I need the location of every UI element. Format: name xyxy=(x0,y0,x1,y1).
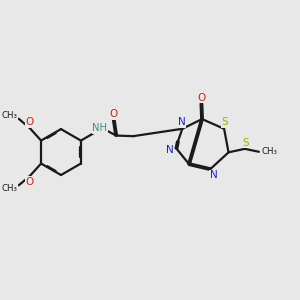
Text: CH₃: CH₃ xyxy=(261,147,277,156)
Text: CH₃: CH₃ xyxy=(2,111,18,120)
Text: NH: NH xyxy=(92,123,107,133)
Text: N: N xyxy=(210,170,218,180)
Text: S: S xyxy=(242,138,249,148)
Text: CH₃: CH₃ xyxy=(2,184,18,193)
Text: O: O xyxy=(110,110,118,119)
Text: N: N xyxy=(178,117,185,127)
Text: O: O xyxy=(26,177,34,187)
Text: N: N xyxy=(166,145,174,155)
Text: O: O xyxy=(197,93,206,103)
Text: S: S xyxy=(221,117,228,127)
Text: O: O xyxy=(26,117,34,127)
